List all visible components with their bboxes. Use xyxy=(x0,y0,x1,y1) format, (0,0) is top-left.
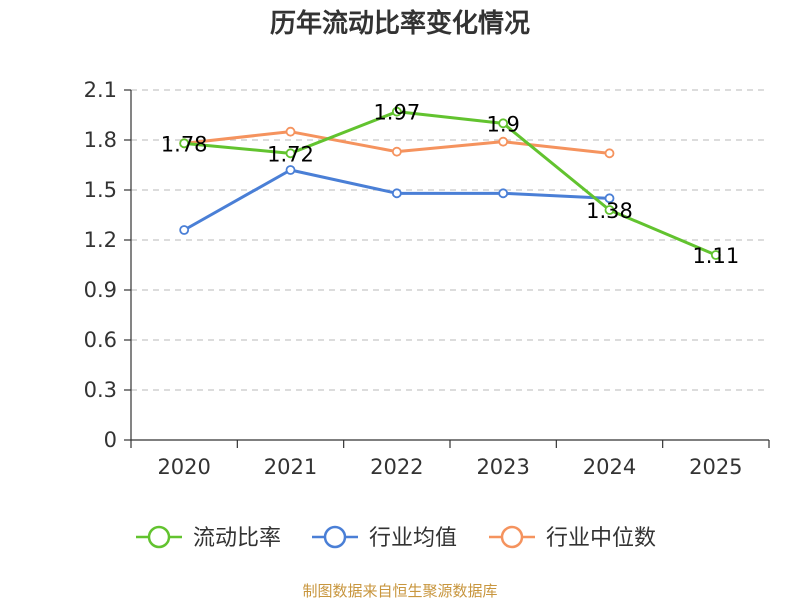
x-tick-label: 2023 xyxy=(476,455,529,479)
data-label: 1.97 xyxy=(373,101,420,125)
y-tick-label: 0.6 xyxy=(84,328,117,352)
data-point xyxy=(285,148,296,159)
data-label: 1.38 xyxy=(586,199,633,223)
data-point xyxy=(498,188,509,199)
data-point xyxy=(179,138,190,149)
data-label: 1.78 xyxy=(161,132,208,156)
legend-swatch-marker xyxy=(147,525,171,549)
data-point xyxy=(710,250,721,260)
x-tick-label: 2021 xyxy=(264,455,317,479)
legend-label: 行业中位数 xyxy=(546,526,656,551)
data-point xyxy=(285,165,296,175)
data-point xyxy=(391,106,402,117)
data-point xyxy=(604,193,615,204)
data-point xyxy=(498,118,509,129)
y-tick-label: 0.9 xyxy=(84,278,117,302)
y-tick-label: 1.2 xyxy=(84,228,117,252)
data-point xyxy=(391,146,402,157)
x-tick-label: 2025 xyxy=(689,455,742,479)
x-tick-label: 2024 xyxy=(583,455,636,479)
legend-label: 流动比率 xyxy=(193,526,281,551)
legend: 流动比率 行业均值 行业中位数 xyxy=(136,525,656,551)
y-tick-label: 0.3 xyxy=(84,378,117,402)
y-tick-label: 2.1 xyxy=(84,78,117,102)
x-tick-label: 2020 xyxy=(157,455,210,479)
axis-layer: 0 0.3 0.6 0.9 1.2 1.5 1.8 2.1 2020 2021 2022 2023 20… xyxy=(84,78,770,479)
source-note: 制图数据来自恒生聚源数据库 xyxy=(302,582,497,600)
y-tick-label: 1.5 xyxy=(84,178,117,202)
y-tick-label: 0 xyxy=(104,428,117,452)
data-label: 1.72 xyxy=(267,142,314,166)
series-line-1 xyxy=(182,168,611,232)
data-label: 1.9 xyxy=(486,112,519,136)
grid-layer xyxy=(131,89,769,391)
series-line-0 xyxy=(182,110,718,257)
data-label-layer: 1.78 1.72 1.97 1.9 1.38 1.11 xyxy=(161,101,739,268)
series-layer xyxy=(179,106,721,260)
chart-title: 历年流动比率变化情况 xyxy=(270,8,530,39)
legend-swatch-marker xyxy=(323,525,347,549)
y-tick-label: 1.8 xyxy=(84,128,117,152)
data-point xyxy=(179,225,190,235)
legend-label: 行业均值 xyxy=(369,526,457,551)
data-point xyxy=(285,126,296,137)
legend-swatch-marker xyxy=(500,525,524,549)
data-label: 1.11 xyxy=(692,244,739,268)
data-point xyxy=(498,136,509,147)
x-tick-label: 2022 xyxy=(370,455,423,479)
data-point xyxy=(604,148,615,159)
data-point xyxy=(391,188,402,199)
data-point xyxy=(604,205,615,215)
